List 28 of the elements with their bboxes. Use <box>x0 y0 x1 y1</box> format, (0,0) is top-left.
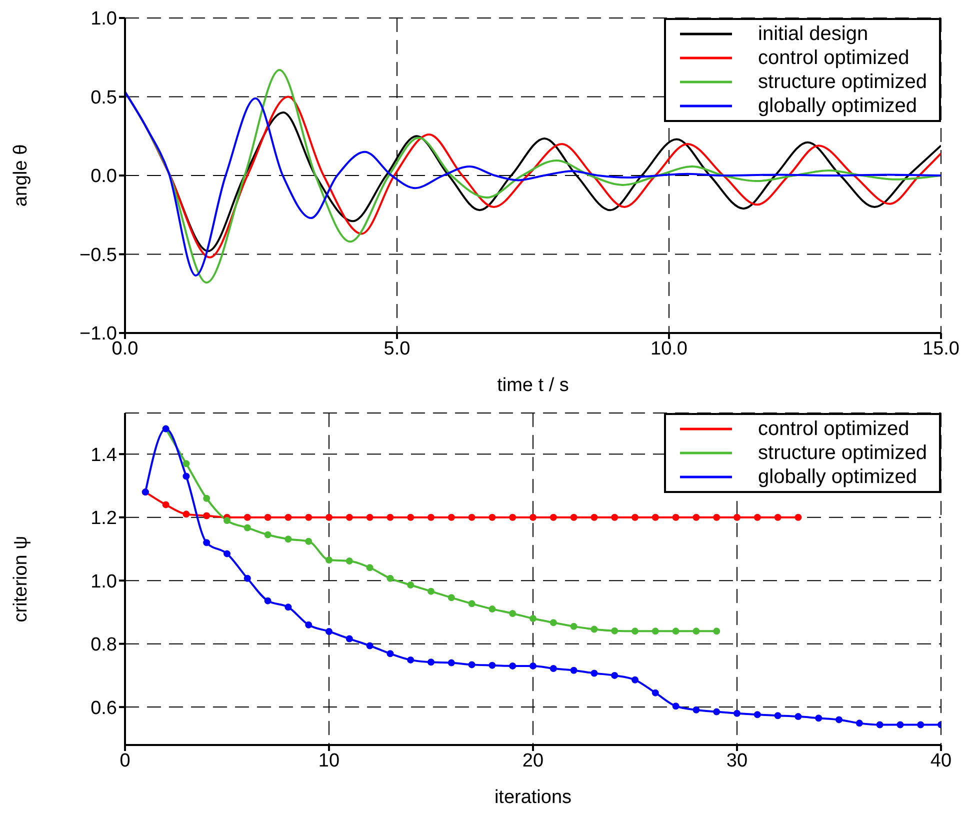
x-tick-label: 20 <box>522 750 544 772</box>
y-tick-label: 0.0 <box>90 166 117 188</box>
legend-label: globally optimized <box>758 465 918 489</box>
x-tick-label: 30 <box>726 750 748 772</box>
x-axis-title: iterations <box>494 787 572 808</box>
legend-label: structure optimized <box>758 441 927 465</box>
y-tick-label: 1.0 <box>90 571 117 592</box>
x-tick-label: 5.0 <box>384 338 410 360</box>
x-tick-label: 40 <box>930 750 952 772</box>
legend-label: structure optimized <box>758 70 927 94</box>
x-tick-label: 10.0 <box>650 338 688 360</box>
y-tick-label: 1.2 <box>90 508 117 530</box>
y-tick-label: 0.6 <box>90 698 117 719</box>
y-tick-label: 0.5 <box>90 87 117 108</box>
y-tick-label: −0.5 <box>79 244 117 266</box>
legend-label: initial design <box>758 22 868 46</box>
y-axis-title: angle θ <box>10 144 32 207</box>
x-tick-label: 0 <box>120 750 130 772</box>
y-tick-label: 0.8 <box>90 634 117 656</box>
y-axis-title: criterion ψ <box>10 536 32 622</box>
x-axis-title: time t / s <box>497 375 569 396</box>
legend-label: globally optimized <box>758 94 918 118</box>
y-tick-label: 1.4 <box>90 444 118 466</box>
x-tick-label: 10 <box>318 750 340 772</box>
legend-label: control optimized <box>758 417 910 441</box>
y-tick-label: 1.0 <box>90 8 117 30</box>
legend-label: control optimized <box>758 46 910 70</box>
x-tick-label: 15.0 <box>922 338 960 360</box>
